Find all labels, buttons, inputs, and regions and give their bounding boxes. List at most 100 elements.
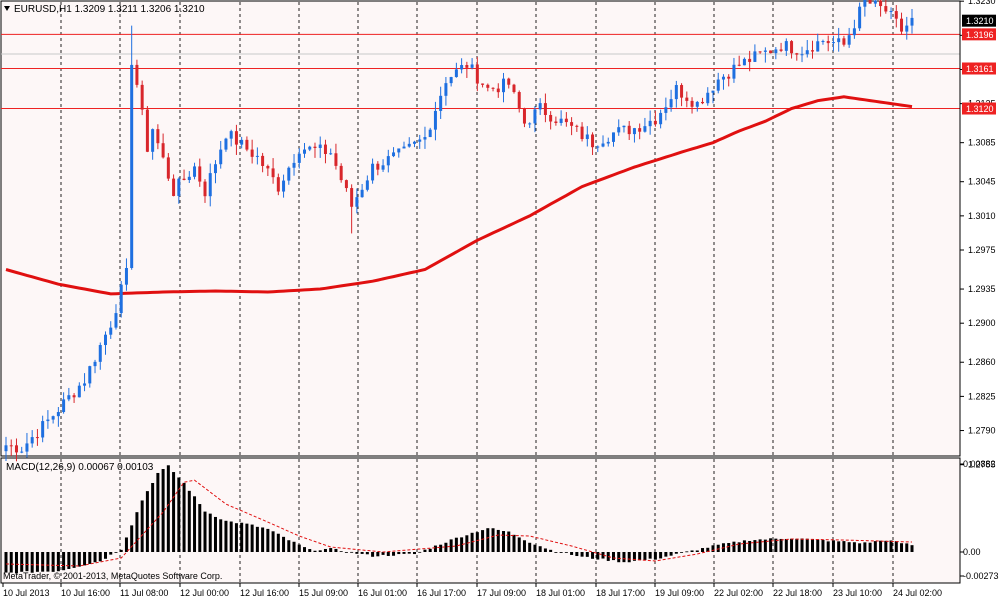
collapse-triangle-icon[interactable] <box>4 6 10 11</box>
macd-bar <box>318 550 322 552</box>
macd-bar <box>664 552 668 557</box>
macd-bar <box>826 541 830 552</box>
candle-body <box>732 64 736 79</box>
candle-body <box>543 103 547 115</box>
macd-bar <box>198 504 202 552</box>
macd-bar <box>528 542 532 552</box>
candle-body <box>56 412 60 417</box>
candle-body <box>418 139 422 142</box>
macd-bar <box>617 552 621 563</box>
candle-body <box>737 64 741 66</box>
candle-body <box>858 6 862 29</box>
macd-bar <box>83 552 87 566</box>
macd-bar <box>77 552 81 567</box>
candle-body <box>161 143 165 158</box>
candle-body <box>30 437 34 444</box>
candle-body <box>601 143 605 147</box>
candle-body <box>444 83 448 96</box>
time-tick-label: 12 Jul 16:00 <box>240 588 289 598</box>
candle-body <box>868 0 872 4</box>
macd-bar <box>439 544 443 552</box>
candle-body <box>549 114 553 122</box>
candle-body <box>528 123 532 125</box>
candle-body <box>323 144 327 155</box>
macd-bar <box>810 538 814 552</box>
candle-body <box>554 121 558 123</box>
macd-bar <box>837 541 841 552</box>
macd-bar <box>271 531 275 552</box>
candle-body <box>727 76 731 79</box>
macd-bar <box>737 542 741 552</box>
candle-body <box>533 109 537 124</box>
time-tick-label: 10 Jul 2013 <box>3 588 50 598</box>
macd-bar <box>428 548 432 552</box>
candle-body <box>910 17 914 26</box>
macd-bar <box>863 542 867 552</box>
macd-bar <box>905 543 909 552</box>
candle-body <box>512 84 516 93</box>
macd-bar <box>575 552 579 557</box>
macd-bar <box>522 540 526 552</box>
candle-body <box>664 107 668 113</box>
macd-bar <box>376 552 380 557</box>
macd-bar <box>308 549 312 552</box>
macd-bar <box>156 472 160 552</box>
candle-body <box>716 79 720 91</box>
candle-body <box>570 122 574 126</box>
macd-bar <box>41 552 45 572</box>
time-tick-label: 12 Jul 00:00 <box>180 588 229 598</box>
candle-body <box>475 64 479 84</box>
candle-body <box>611 132 615 142</box>
candle-body <box>88 366 92 384</box>
macd-bar <box>858 543 862 552</box>
macd-bar <box>219 519 223 552</box>
candle-body <box>449 77 453 84</box>
macd-bar <box>638 552 642 561</box>
candle-body <box>685 97 689 101</box>
candle-body <box>695 101 699 107</box>
candle-body <box>4 445 8 452</box>
macd-bar <box>512 534 516 552</box>
candle-body <box>376 163 380 170</box>
price-tick-label: 1.3045 <box>968 177 996 187</box>
moving-average-line <box>5 95 913 296</box>
copyright-text: MetaTrader, © 2001-2013, MetaQuotes Soft… <box>3 571 222 581</box>
macd-bar <box>93 552 97 563</box>
candle-body <box>255 155 259 157</box>
macd-plot-area[interactable] <box>0 457 961 584</box>
candle-body <box>889 11 893 13</box>
candle-body <box>334 153 338 166</box>
macd-bar <box>266 528 270 552</box>
macd-panel <box>4 465 914 574</box>
candle-body <box>229 131 233 139</box>
macd-bar <box>418 551 422 553</box>
macd-bar <box>114 552 118 553</box>
macd-bar <box>591 552 595 559</box>
macd-bar <box>622 552 626 563</box>
candle-body <box>407 143 411 147</box>
macd-bar <box>716 544 720 552</box>
macd-bar <box>680 552 684 553</box>
candle-body <box>276 177 280 192</box>
candle-body <box>98 345 102 362</box>
macd-bar <box>412 552 416 555</box>
candle-body <box>266 165 270 169</box>
candle-body <box>392 152 396 157</box>
macd-bar <box>35 552 39 572</box>
macd-bar <box>549 549 553 552</box>
macd-bar <box>758 539 762 552</box>
candle-body <box>250 149 254 157</box>
candle-body <box>706 92 710 104</box>
macd-bar <box>611 552 615 561</box>
macd-bar <box>365 552 369 555</box>
candle-body <box>659 112 663 125</box>
macd-bar <box>287 540 291 552</box>
macd-bar <box>847 542 851 552</box>
price-tick-label: 1.2900 <box>968 318 996 328</box>
candle-body <box>329 153 333 155</box>
time-tick-label: 23 Jul 10:00 <box>833 588 882 598</box>
main-plot-area[interactable] <box>0 0 961 457</box>
macd-bar <box>381 552 385 555</box>
